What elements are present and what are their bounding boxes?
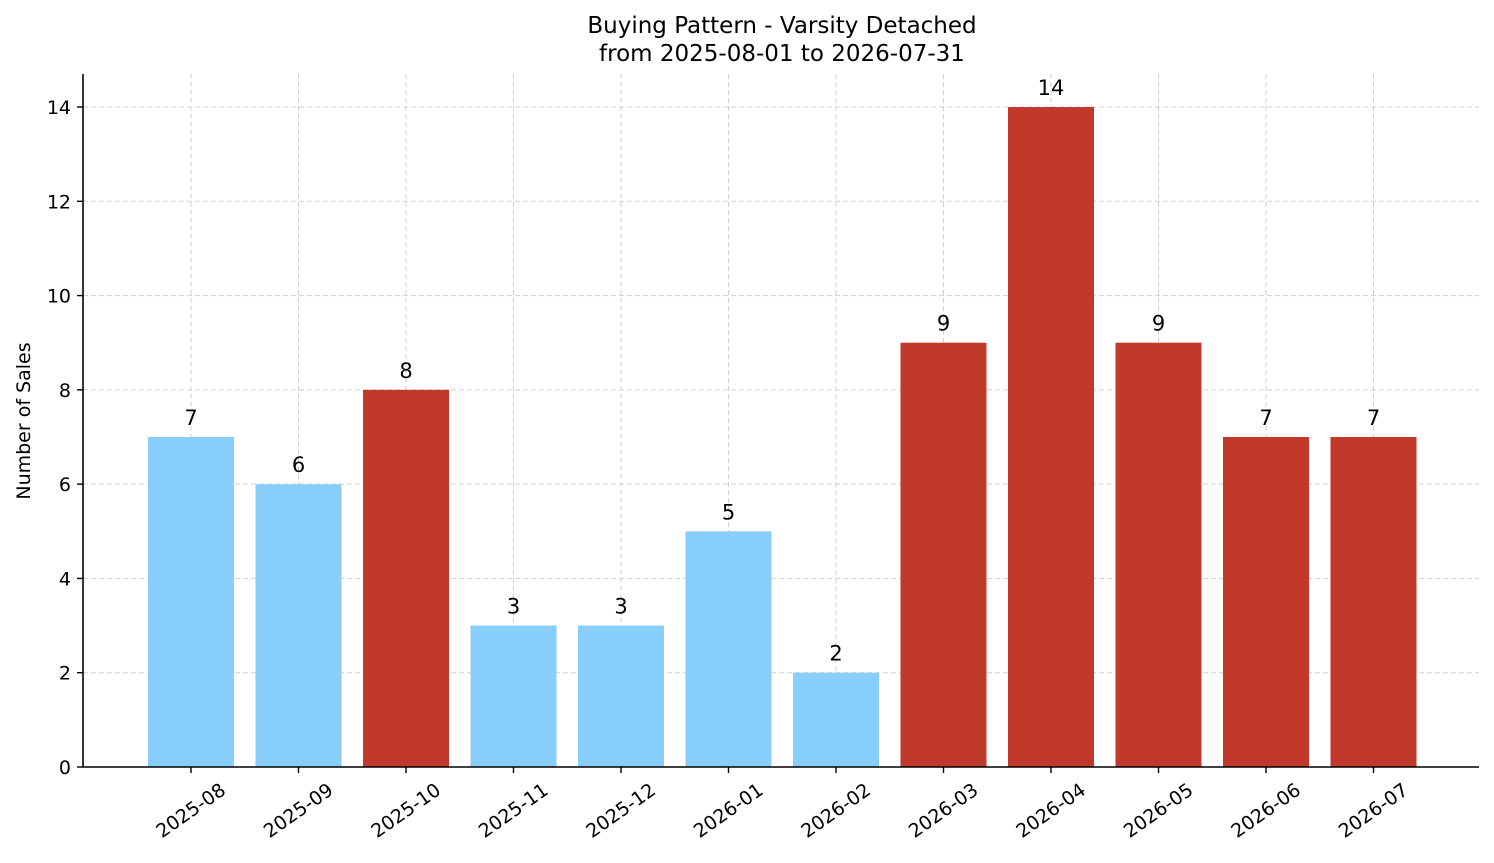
- y-tick-label: 14: [47, 97, 71, 119]
- bar: [793, 672, 879, 767]
- bar-layer: [148, 107, 1417, 767]
- bar: [470, 625, 557, 767]
- y-tick-label: 6: [59, 474, 71, 496]
- bar: [1008, 107, 1094, 767]
- x-tick-label: 2026-04: [1012, 779, 1090, 843]
- x-tick-label: 2025-10: [367, 779, 445, 843]
- bar: [255, 484, 342, 767]
- y-axis-label: Number of Sales: [13, 342, 35, 499]
- data-label: 7: [184, 406, 197, 430]
- data-label-layer: 7 6 8 3 3 5 2 9 14 9 7 7: [184, 76, 1380, 666]
- x-tick-label: 2025-08: [152, 779, 230, 843]
- data-label: 7: [1367, 406, 1380, 430]
- y-tick-label: 2: [59, 663, 71, 685]
- x-tick-label: 2026-05: [1120, 779, 1198, 843]
- x-tick-label: 2026-03: [905, 779, 983, 843]
- data-label: 8: [399, 359, 412, 383]
- bar: [578, 625, 664, 767]
- bar: [148, 437, 234, 767]
- y-tick-label: 0: [59, 757, 71, 779]
- data-label: 9: [1152, 312, 1165, 336]
- x-tick-label: 2026-07: [1335, 779, 1413, 843]
- data-label: 5: [722, 500, 735, 524]
- chart-title: Buying Pattern - Varsity Detached: [587, 13, 976, 39]
- y-tick-label: 10: [47, 286, 71, 308]
- data-label: 6: [292, 453, 305, 477]
- chart-subtitle: from 2025-08-01 to 2026-07-31: [599, 41, 965, 67]
- data-label: 14: [1038, 76, 1065, 100]
- bar: [1115, 342, 1202, 767]
- x-tick-label: 2025-12: [582, 779, 660, 843]
- y-tick-label: 4: [59, 568, 71, 590]
- x-tick-label: 2026-02: [797, 779, 875, 843]
- data-label: 3: [614, 595, 627, 619]
- y-tick-label: 12: [47, 191, 71, 213]
- bar: [363, 389, 449, 767]
- x-tick-label: 2025-11: [475, 779, 553, 843]
- bar: [900, 342, 987, 767]
- data-label: 7: [1259, 406, 1272, 430]
- x-tick-label: 2026-06: [1227, 779, 1305, 843]
- data-label: 9: [937, 312, 950, 336]
- x-tick-label: 2026-01: [690, 779, 768, 843]
- bar: [1223, 437, 1309, 767]
- y-tick-label: 8: [59, 380, 71, 402]
- data-label: 2: [829, 642, 842, 666]
- x-tick-label: 2025-09: [260, 779, 338, 843]
- data-label: 3: [507, 595, 520, 619]
- bar: [1330, 437, 1417, 767]
- bar: [685, 531, 772, 767]
